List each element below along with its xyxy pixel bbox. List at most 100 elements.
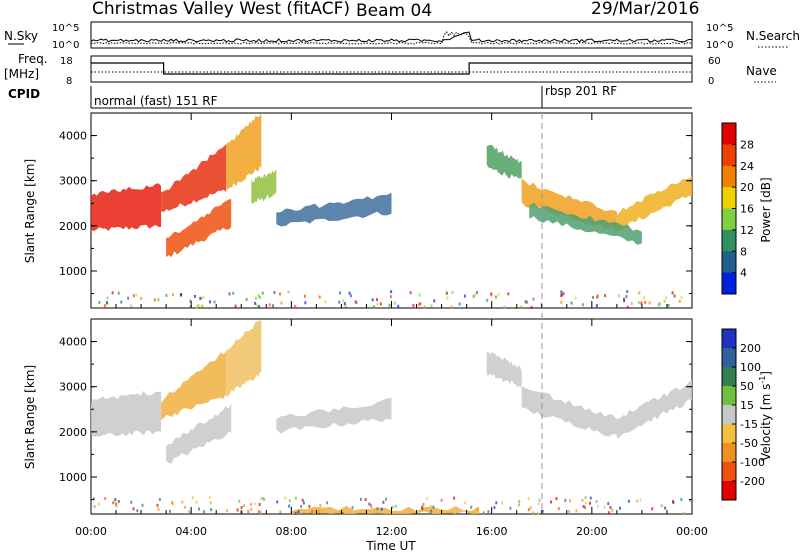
velocity-scatter-point xyxy=(584,506,587,510)
freq-tick-bottom: 8 xyxy=(66,76,72,87)
power-scatter-point xyxy=(663,299,666,303)
power-echo-region-4 xyxy=(251,169,277,204)
velocity-colorbar-label-sup: -1 xyxy=(758,376,767,384)
velocity-scatter-point xyxy=(541,509,544,513)
power-scatter-point xyxy=(318,295,321,299)
velocity-ylabel: Slant Range [km] xyxy=(23,365,37,469)
velocity-scatter-point xyxy=(682,511,685,515)
time-tick-label: 16:00 xyxy=(476,525,508,538)
velocity-colorbar-tick-label: 100 xyxy=(740,361,761,374)
velocity-echo-region-8 xyxy=(291,505,480,514)
velocity-scatter-point xyxy=(422,503,425,506)
cpid-mode-normal: normal (fast) 151 RF xyxy=(94,94,218,108)
power-colorbar-swatch xyxy=(722,251,736,274)
freq-label: Freq. xyxy=(18,52,48,66)
velocity-scatter-point xyxy=(259,511,262,514)
power-scatter-point xyxy=(172,293,175,297)
freq-tick-top: 18 xyxy=(60,56,73,67)
velocity-scatter-point xyxy=(376,507,379,511)
velocity-scatter-point xyxy=(368,502,371,506)
power-scatter-point xyxy=(132,294,135,298)
velocity-scatter-point xyxy=(532,511,535,515)
power-scatter-point xyxy=(592,295,595,299)
power-scatter-point xyxy=(232,291,235,295)
power-scatter-point xyxy=(388,303,391,307)
power-scatter-point xyxy=(140,296,143,300)
power-scatter-point xyxy=(532,297,535,301)
nsearch-trace xyxy=(90,31,693,45)
power-scatter-point xyxy=(348,291,351,295)
velocity-scatter-point xyxy=(555,497,558,501)
power-scatter-point xyxy=(581,303,584,307)
velocity-scatter-point xyxy=(311,510,314,514)
power-colorbar-tick-label: 20 xyxy=(740,181,754,194)
velocity-scatter-point xyxy=(482,511,485,515)
power-scatter-point xyxy=(272,304,275,308)
velocity-scatter-point xyxy=(432,505,435,509)
velocity-scatter-point xyxy=(210,508,213,512)
velocity-scatter-point xyxy=(181,500,184,504)
velocity-colorbar-swatch xyxy=(722,405,736,425)
velocity-scatter-point xyxy=(158,498,161,501)
velocity-scatter-point xyxy=(459,509,461,513)
power-scatter-point xyxy=(626,305,629,309)
power-colorbar-tick-label: 24 xyxy=(740,160,754,173)
velocity-scatter-point xyxy=(664,506,667,510)
power-scatter-point xyxy=(412,304,415,308)
velocity-scatter-point xyxy=(263,498,266,501)
velocity-scatter-point xyxy=(672,500,674,504)
velocity-scatter-point xyxy=(157,507,160,511)
velocity-scatter-point xyxy=(660,504,663,508)
velocity-scatter-point xyxy=(250,503,252,507)
velocity-scatter-point xyxy=(317,509,320,513)
power-scatter-point xyxy=(344,304,347,308)
velocity-scatter-point xyxy=(688,499,691,502)
velocity-scatter-point xyxy=(568,509,571,513)
date-label: 29/Mar/2016 xyxy=(591,0,699,19)
power-scatter-point xyxy=(261,291,264,295)
velocity-scatter-point xyxy=(596,504,599,508)
velocity-scatter-point xyxy=(550,500,552,504)
velocity-scatter-point xyxy=(299,510,302,514)
power-scatter-point xyxy=(165,293,168,297)
power-scatter-point xyxy=(373,305,376,309)
velocity-scatter-point xyxy=(240,506,243,509)
velocity-scatter-point xyxy=(394,504,397,508)
power-colorbar-swatch xyxy=(722,208,736,231)
power-scatter-point xyxy=(678,299,681,303)
power-scatter-point xyxy=(342,299,344,302)
power-scatter-point xyxy=(472,294,475,298)
velocity-scatter-point xyxy=(364,498,367,502)
velocity-scatter-point xyxy=(136,509,139,513)
power-scatter-point xyxy=(193,294,196,298)
power-scatter-point xyxy=(130,304,133,308)
velocity-scatter-point xyxy=(611,508,614,512)
nsky-tick-top: 10^5 xyxy=(52,23,79,34)
velocity-scatter-point xyxy=(582,505,585,508)
power-ytick-label: 4000 xyxy=(59,130,87,143)
velocity-scatter-point xyxy=(226,509,229,513)
velocity-scatter-point xyxy=(425,496,428,500)
power-scatter-point xyxy=(389,295,392,299)
velocity-ytick-label: 2000 xyxy=(59,426,87,439)
power-echo-region-9 xyxy=(529,202,642,245)
power-scatter-point xyxy=(111,291,114,295)
velocity-scatter-point xyxy=(351,506,354,510)
power-scatter-point xyxy=(562,291,565,295)
power-scatter-point xyxy=(303,294,306,298)
velocity-colorbar-swatch xyxy=(722,348,736,368)
velocity-scatter-point xyxy=(470,505,473,509)
power-scatter-point xyxy=(354,300,357,304)
power-scatter-point xyxy=(476,291,478,294)
velocity-scatter-point xyxy=(527,508,530,512)
power-scatter-point xyxy=(503,305,506,309)
velocity-scatter-point xyxy=(370,506,373,510)
velocity-scatter-point xyxy=(300,504,303,508)
velocity-scatter-point xyxy=(607,502,610,506)
power-scatter-point xyxy=(671,291,674,295)
velocity-scatter-point xyxy=(584,501,587,505)
velocity-scatter-point xyxy=(509,506,512,510)
velocity-scatter-point xyxy=(117,500,120,503)
power-colorbar-label: Power [dB] xyxy=(759,177,773,242)
power-scatter-point xyxy=(560,294,563,297)
